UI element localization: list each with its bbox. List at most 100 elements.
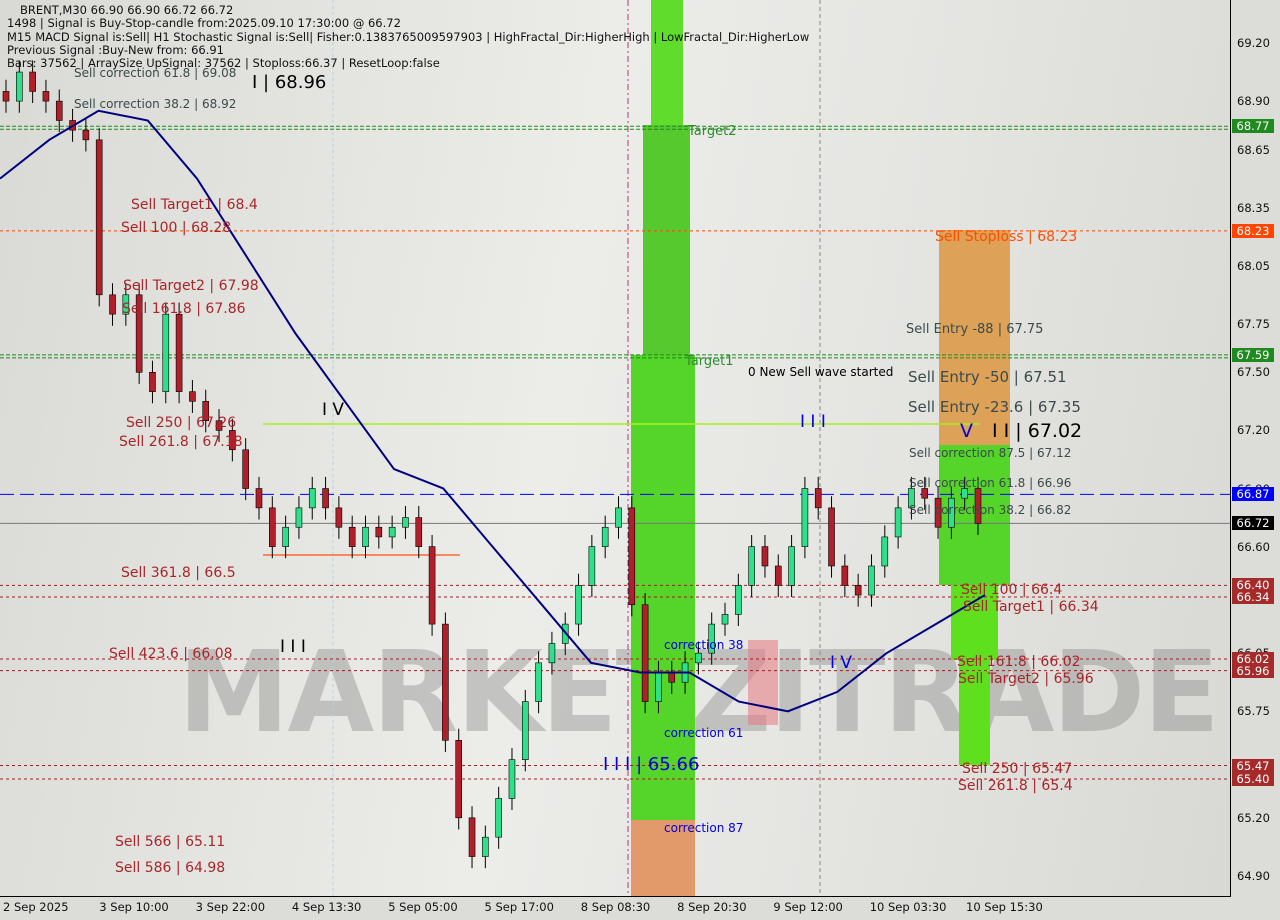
entry-label: Sell Entry -50 | 67.51 [908, 368, 1067, 386]
candle [894, 507, 902, 538]
annotation: Sell 161.8 | 67.86 [122, 301, 246, 317]
candle [814, 488, 822, 509]
candle [921, 488, 929, 499]
wave-label: I V [322, 400, 345, 420]
candle [202, 401, 210, 422]
target-label: Target2 [688, 124, 737, 139]
candle [615, 507, 622, 528]
candle [269, 507, 276, 547]
y-tick-label: 68.35 [1237, 200, 1270, 215]
x-tick-label: 5 Sep 17:00 [484, 900, 554, 914]
correction-label: correction 38 [664, 638, 744, 652]
candle [934, 497, 942, 528]
chart-plot-area[interactable]: MARKETZITRADE BRENT,M30 66.90 66.90 66.7… [0, 0, 1231, 897]
x-tick-label: 2 Sep 2025 [3, 900, 69, 914]
candle [95, 139, 103, 296]
price-level-tag: 68.23 [1232, 223, 1274, 238]
candle [189, 391, 196, 402]
annotation: Sell correction 38.2 | 68.92 [74, 97, 237, 111]
candle [215, 420, 223, 431]
header-indicators: M15 MACD Signal is:Sell| H1 Stochastic S… [7, 30, 810, 44]
wave-label: I | 68.96 [252, 72, 327, 93]
candle [362, 526, 369, 547]
candle [735, 585, 742, 615]
header-previous-signal: Previous Signal :Buy-New from: 66.91 [7, 43, 224, 57]
y-tick-label: 65.20 [1237, 810, 1270, 825]
candle [109, 294, 116, 315]
correction-label: Sell correction 38.2 | 66.82 [909, 503, 1072, 517]
candle [242, 449, 249, 489]
price-level-tag: 66.40 [1232, 578, 1274, 593]
candle [695, 652, 702, 664]
candle [641, 604, 649, 702]
y-tick-label: 66.60 [1237, 539, 1270, 554]
y-tick-label: 64.90 [1237, 868, 1270, 883]
candle [708, 623, 715, 654]
candle [521, 701, 529, 760]
y-tick-label: 67.20 [1237, 423, 1270, 438]
x-tick-label: 10 Sep 03:30 [869, 900, 947, 914]
candle [442, 623, 449, 741]
candle [55, 100, 63, 121]
candle [482, 836, 489, 857]
candle [175, 313, 183, 392]
candle [961, 488, 968, 499]
candle [828, 507, 835, 567]
x-tick-label: 10 Sep 15:30 [966, 900, 1043, 914]
candle [122, 294, 130, 315]
target2-zone [959, 660, 990, 765]
x-tick-label: 9 Sep 12:00 [773, 900, 843, 914]
candle [402, 517, 409, 528]
correction-label: Sell correction 61.8 | 66.96 [909, 476, 1072, 490]
entry-label: Sell Entry -23.6 | 67.35 [908, 398, 1081, 416]
candle [162, 313, 170, 392]
y-tick-label: 69.20 [1237, 36, 1270, 50]
price-level-tag: 65.47 [1232, 758, 1274, 773]
candle [455, 740, 463, 819]
wave-status: 0 New Sell wave started [748, 365, 894, 379]
annotation: Sell 261.8 | 67.18 [119, 434, 243, 450]
entry-label: Sell Entry -88 | 67.75 [906, 322, 1044, 337]
price-level-tag: 68.77 [1232, 119, 1274, 134]
x-tick-label: 5 Sep 05:00 [388, 900, 458, 914]
y-tick-label: 67.50 [1237, 365, 1270, 380]
candle [295, 507, 303, 528]
candle [668, 672, 676, 683]
y-tick-label: 67.75 [1237, 316, 1270, 331]
candle [721, 614, 729, 625]
y-tick-label: 68.90 [1237, 94, 1270, 109]
candle [42, 91, 50, 102]
candle [82, 129, 90, 141]
candle [628, 507, 636, 606]
y-tick-label: 68.05 [1237, 258, 1270, 273]
candle [948, 497, 955, 528]
x-tick-label: 8 Sep 08:30 [580, 900, 651, 914]
candle [841, 565, 849, 586]
price-level-tag: 65.96 [1232, 663, 1274, 678]
candle [854, 585, 862, 596]
candle [801, 488, 809, 547]
candle [788, 546, 795, 586]
wave-label: I I I | 65.66 [603, 754, 700, 775]
header-bars: Bars: 37562 | ArraySize UpSignal: 37562 … [7, 56, 440, 70]
candle [16, 71, 23, 102]
candle [229, 430, 236, 451]
candle [468, 817, 476, 857]
correction-label: Sell correction 87.5 | 67.12 [909, 446, 1072, 460]
annotation: Sell 250 | 67.26 [126, 415, 237, 431]
candle [774, 565, 782, 586]
y-tick-label: 68.65 [1237, 142, 1270, 157]
annotation: Sell 261.8 | 65.4 [958, 778, 1073, 794]
wave-label: V [960, 420, 973, 442]
target-zone-upper [643, 125, 690, 355]
candle [655, 672, 662, 702]
wave-label: I V [830, 653, 853, 673]
annotation: Sell Target2 | 65.96 [958, 671, 1094, 687]
wave-label: I I | 67.02 [992, 420, 1083, 442]
candle [881, 536, 889, 567]
candle [974, 488, 982, 524]
x-tick-label: 4 Sep 13:30 [291, 900, 362, 914]
candle [149, 371, 156, 392]
candle [761, 546, 769, 567]
price-level-tag: 65.40 [1232, 772, 1274, 787]
